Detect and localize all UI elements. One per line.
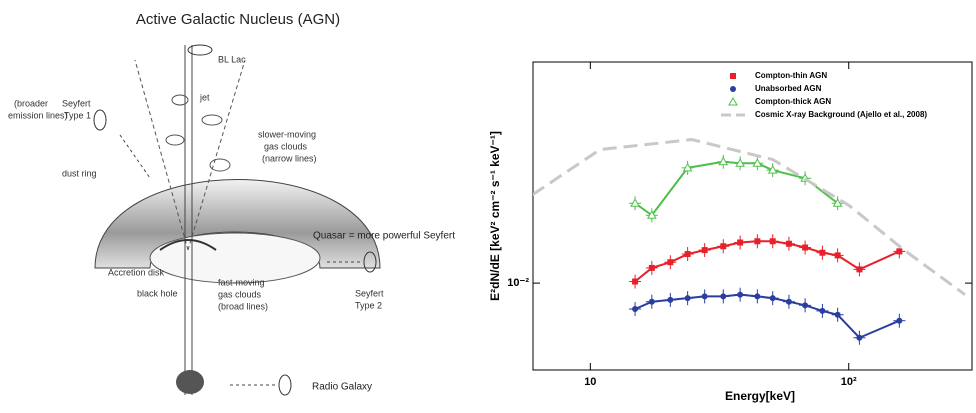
- marker: [754, 238, 761, 245]
- cloud: [201, 114, 223, 126]
- legend-marker: [730, 73, 736, 79]
- diagram-label: emission lines): [8, 110, 68, 120]
- marker: [752, 158, 763, 167]
- arrow: [119, 134, 151, 179]
- marker: [737, 239, 744, 246]
- accretion-region: [149, 232, 321, 284]
- marker: [802, 302, 809, 309]
- marker: [896, 248, 903, 255]
- marker: [802, 244, 809, 251]
- marker: [630, 198, 640, 207]
- diagram-label: fast-moving: [218, 277, 265, 287]
- diagram-label: black hole: [137, 288, 178, 298]
- legend-label: Compton-thin AGN: [755, 71, 827, 80]
- diagram-label: Type 1: [64, 110, 91, 120]
- marker: [819, 249, 826, 256]
- marker: [667, 259, 674, 266]
- diagram-label: Quasar = more powerful Seyfert: [313, 231, 455, 242]
- x-axis-label: Energy[keV]: [725, 389, 795, 403]
- cone-line: [187, 59, 246, 251]
- marker: [720, 243, 727, 250]
- marker: [785, 298, 792, 305]
- diagram-label: Seyfert: [355, 288, 384, 298]
- diagram-label: dust ring: [62, 168, 97, 178]
- marker: [832, 198, 843, 207]
- marker: [735, 158, 745, 167]
- black-hole: [159, 239, 217, 251]
- marker: [737, 291, 744, 298]
- marker: [720, 293, 727, 300]
- diagram-label: BL Lac: [218, 54, 246, 64]
- marker: [632, 306, 639, 313]
- marker: [682, 162, 693, 172]
- marker: [769, 295, 776, 302]
- marker: [648, 298, 655, 305]
- eye: [278, 374, 292, 396]
- cloud: [165, 134, 185, 146]
- cone-line: [134, 59, 189, 251]
- cloud: [171, 94, 189, 106]
- marker: [767, 165, 778, 174]
- diagram-label: Radio Galaxy: [312, 382, 372, 393]
- diagram-label: Seyfert: [62, 98, 91, 108]
- legend-marker: [730, 86, 736, 92]
- plot-area: [533, 138, 966, 345]
- marker: [834, 311, 841, 318]
- marker: [718, 156, 729, 166]
- marker: [701, 293, 708, 300]
- plot-frame: [532, 61, 973, 371]
- legend-label: Cosmic X-ray Background (Ajello et al., …: [755, 110, 927, 119]
- eye: [187, 44, 213, 56]
- x-tick-label: 10²: [841, 376, 857, 388]
- diagram-label: (broader: [14, 98, 48, 108]
- marker: [896, 317, 903, 324]
- marker: [667, 296, 674, 303]
- marker: [856, 266, 863, 273]
- marker: [754, 293, 761, 300]
- cloud: [209, 158, 231, 172]
- diagram-label: Type 2: [355, 300, 382, 310]
- marker: [648, 264, 655, 271]
- marker: [646, 210, 657, 219]
- legend-label: Compton-thick AGN: [755, 97, 831, 106]
- marker: [819, 307, 826, 314]
- diagram-title: Active Galactic Nucleus (AGN): [136, 11, 340, 28]
- eye: [93, 109, 107, 131]
- fit-line: [634, 160, 839, 217]
- marker: [701, 247, 708, 254]
- y-tick-label: 10⁻²: [507, 277, 529, 289]
- background-curve: [533, 138, 966, 296]
- marker: [856, 334, 863, 341]
- diagram-label: (narrow lines): [262, 153, 317, 163]
- x-tick-label: 10: [584, 376, 596, 388]
- legend-label: Unabsorbed AGN: [755, 84, 822, 93]
- diagram-label: Accretion disk: [108, 267, 165, 277]
- marker: [785, 240, 792, 247]
- y-axis-label: E²dN/dE [keV² cm⁻² s⁻¹ keV⁻¹]: [488, 131, 502, 301]
- marker: [684, 251, 691, 258]
- legend-marker: [728, 96, 738, 106]
- agn-diagram: Active Galactic Nucleus (AGN) BL Lac jet…: [8, 11, 455, 396]
- marker: [769, 238, 776, 245]
- diagram-label: slower-moving: [258, 129, 316, 139]
- diagram-label: gas clouds: [218, 289, 262, 299]
- marker: [632, 278, 639, 285]
- eye: [363, 251, 377, 273]
- marker: [684, 295, 691, 302]
- diagram-label: jet: [199, 92, 210, 102]
- marker: [834, 252, 841, 259]
- diagram-label: gas clouds: [264, 141, 308, 151]
- radio-galaxy: [176, 370, 204, 394]
- diagram-label: (broad lines): [218, 301, 268, 311]
